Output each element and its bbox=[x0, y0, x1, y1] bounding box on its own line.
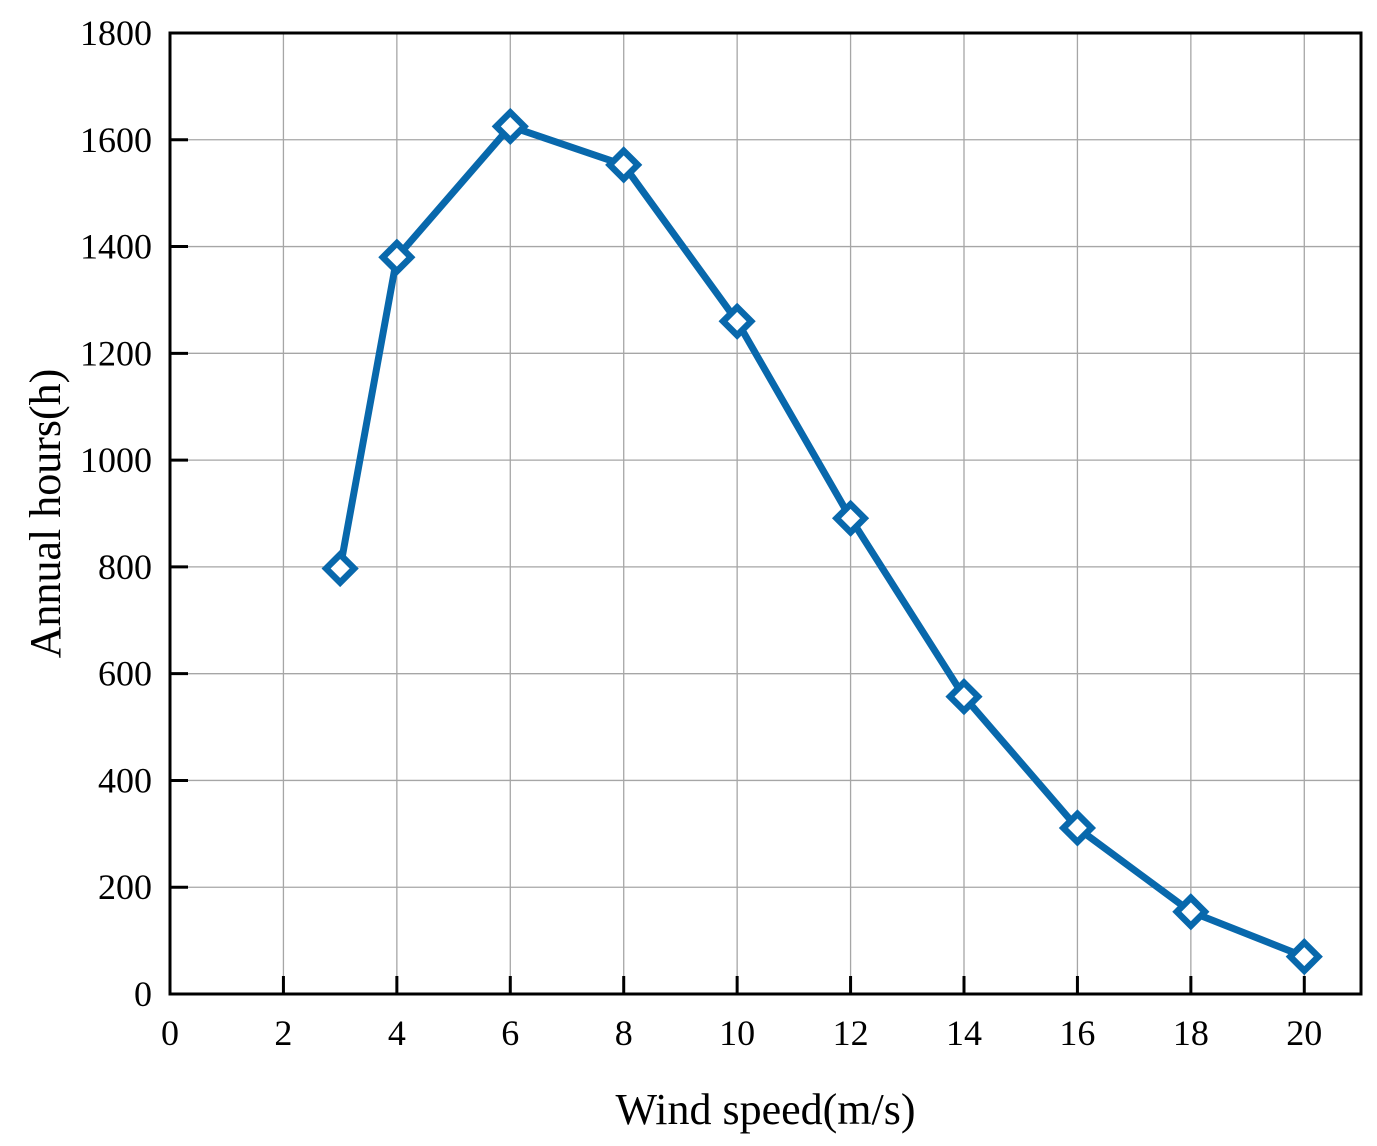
plot-frame bbox=[168, 31, 1363, 996]
y-tick-label: 1000 bbox=[80, 440, 152, 480]
y-tick-label: 200 bbox=[98, 867, 152, 907]
data-point-marker bbox=[378, 238, 416, 276]
x-axis: 0 2 4 6 8 10 12 14 16 18 20 bbox=[161, 976, 1322, 1053]
y-tick-label: 800 bbox=[98, 547, 152, 587]
x-tick-label: 14 bbox=[946, 1013, 982, 1053]
data-point-marker bbox=[1058, 809, 1097, 847]
x-tick-label: 2 bbox=[274, 1013, 292, 1053]
data-point-marker bbox=[1285, 938, 1323, 976]
plot-border bbox=[168, 31, 1363, 996]
x-tick-label: 8 bbox=[615, 1013, 633, 1053]
data-point-marker bbox=[945, 678, 983, 716]
y-tick-label: 1600 bbox=[80, 120, 152, 160]
x-tick-label: 0 bbox=[161, 1013, 179, 1053]
series-line bbox=[336, 122, 1308, 961]
data-point-marker bbox=[718, 302, 756, 340]
x-tick-label: 10 bbox=[719, 1013, 755, 1053]
y-axis: 0 200 400 600 800 1000 1200 1400 1600 1800 bbox=[80, 13, 188, 1014]
series bbox=[321, 107, 1323, 976]
y-axis-title: Annual hours(h) bbox=[21, 369, 70, 659]
x-axis-title: Wind speed(m/s) bbox=[615, 1085, 915, 1134]
y-tick-label: 1800 bbox=[80, 13, 152, 53]
x-tick-label: 4 bbox=[388, 1013, 406, 1053]
grid-lines bbox=[170, 33, 1361, 994]
data-point-marker bbox=[321, 549, 359, 588]
x-tick-label: 12 bbox=[833, 1013, 869, 1053]
y-tick-label: 400 bbox=[98, 760, 152, 800]
y-tick-label: 1400 bbox=[80, 227, 152, 267]
x-tick-label: 6 bbox=[501, 1013, 519, 1053]
data-point-marker bbox=[605, 146, 643, 184]
x-tick-label: 20 bbox=[1286, 1013, 1322, 1053]
y-tick-label: 0 bbox=[134, 974, 152, 1014]
x-tick-label: 16 bbox=[1059, 1013, 1095, 1053]
y-tick-label: 600 bbox=[98, 654, 152, 694]
data-point-marker bbox=[491, 107, 529, 146]
data-point-marker bbox=[831, 499, 870, 537]
x-tick-label: 18 bbox=[1173, 1013, 1209, 1053]
y-tick-label: 1200 bbox=[80, 333, 152, 373]
data-point-marker bbox=[1172, 893, 1210, 931]
